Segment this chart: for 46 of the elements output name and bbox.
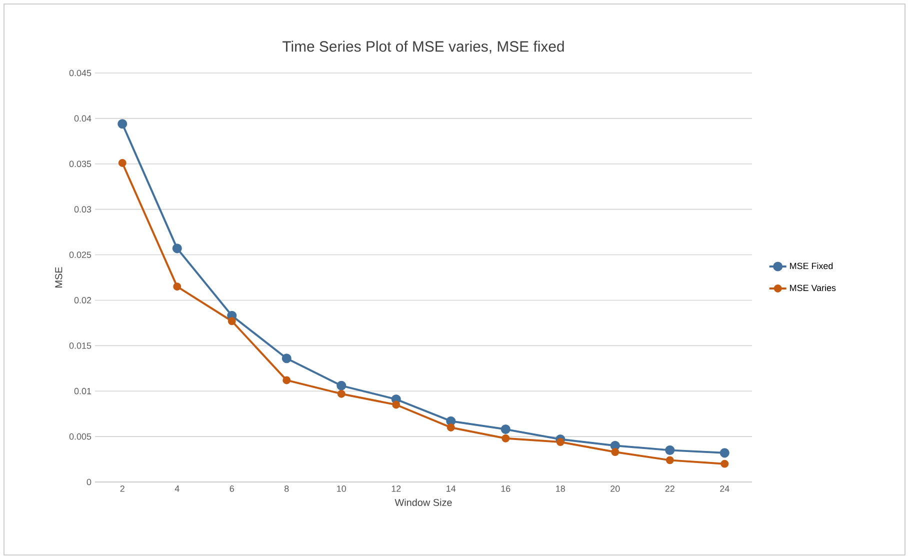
point	[446, 423, 455, 432]
x-tick-label: 22	[665, 486, 674, 492]
point	[556, 438, 564, 446]
x-tick-label: 16	[501, 486, 510, 492]
point	[500, 424, 510, 434]
y-tick-label: 0.015	[69, 342, 92, 349]
point	[282, 354, 292, 364]
point	[173, 282, 182, 291]
y-tick-label: 0.025	[69, 252, 92, 258]
point	[336, 380, 346, 390]
point	[611, 448, 620, 456]
y-axis-title: MSE	[55, 267, 62, 288]
point	[118, 119, 128, 129]
point	[666, 456, 674, 464]
x-tick-label: 4	[174, 486, 180, 492]
y-tick-label: 0.04	[74, 115, 92, 122]
point	[282, 376, 291, 384]
point	[665, 445, 675, 455]
point	[118, 158, 126, 167]
point	[720, 460, 729, 468]
x-tick-label: 20	[610, 486, 620, 492]
point	[337, 390, 346, 398]
point	[172, 244, 182, 254]
point	[392, 400, 400, 409]
x-tick-label: 8	[284, 486, 289, 492]
x-tick-label: 14	[446, 486, 456, 492]
legend-label: MSE Fixed	[790, 262, 833, 270]
x-axis-title: Window Size	[394, 498, 452, 506]
y-tick-label: 0.035	[69, 160, 92, 168]
x-tick-label: 24	[720, 486, 730, 492]
x-tick-label: 10	[337, 486, 346, 492]
point	[502, 434, 510, 442]
y-tick-label: 0.045	[69, 70, 92, 76]
y-tick-label: 0.005	[69, 433, 92, 440]
y-tick-label: 0	[86, 478, 92, 486]
point	[228, 317, 236, 326]
legend-label: MSE Varies	[790, 284, 836, 292]
x-tick-label: 18	[556, 486, 565, 492]
x-tick-label: 6	[230, 486, 234, 492]
y-tick-label: 0.01	[74, 388, 92, 394]
x-tick-label: 2	[120, 486, 124, 492]
y-tick-label: 0.02	[74, 297, 92, 304]
y-tick-label: 0.03	[74, 206, 92, 213]
x-tick-label: 12	[392, 486, 401, 492]
point	[720, 448, 730, 458]
chart-title: Time Series Plot of MSE varies, MSE fixed	[282, 40, 564, 54]
